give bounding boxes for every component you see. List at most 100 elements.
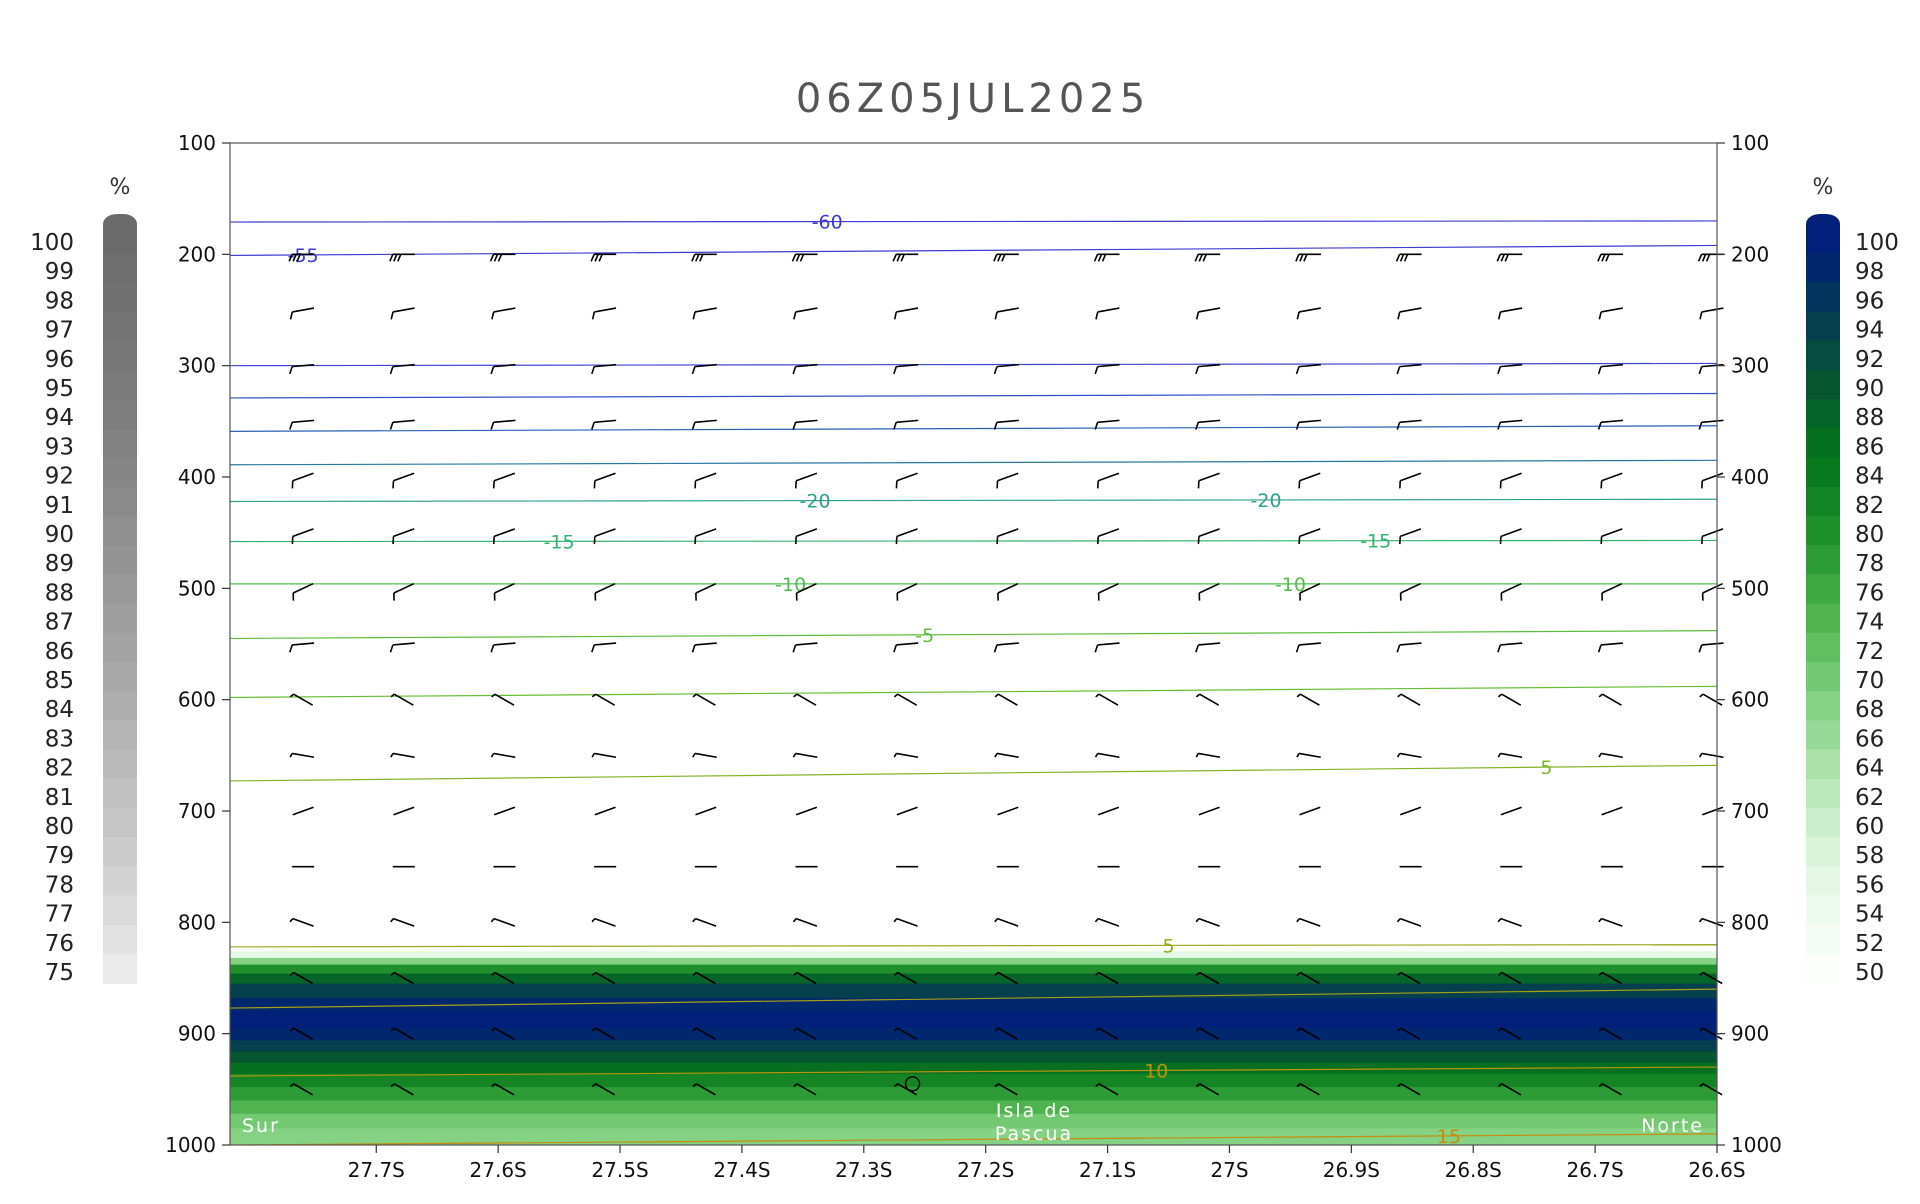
legend-swatch [103, 662, 137, 692]
wind-barb [1296, 307, 1321, 320]
x-tick-label: 27.6S [470, 1158, 527, 1182]
isotherm-line [230, 1133, 1717, 1145]
legend-swatch [103, 311, 137, 342]
humidity-band [230, 1087, 1717, 1102]
legend-label: 95 [45, 376, 74, 402]
location-sur: Sur [242, 1115, 280, 1137]
legend-label: 96 [45, 347, 74, 373]
wind-barb [1397, 1027, 1421, 1040]
wind-barb [1096, 472, 1120, 489]
wind-barb [392, 472, 415, 489]
legend-label: 58 [1855, 843, 1884, 869]
wind-barb [1195, 752, 1221, 759]
wind-barb [291, 528, 314, 545]
legend-label: 97 [45, 318, 74, 344]
legend-swatch [1806, 691, 1840, 722]
legend-swatch [103, 632, 137, 663]
legend-label: 94 [1855, 318, 1884, 344]
wind-barb [1702, 806, 1724, 816]
wind-barb [1093, 253, 1120, 262]
wind-barb [1496, 253, 1523, 262]
legend-swatch [1806, 224, 1840, 254]
legend-label: 50 [1855, 960, 1884, 986]
humidity-band [230, 1062, 1717, 1075]
legend-swatch [103, 370, 137, 400]
humidity-band [230, 964, 1717, 975]
isotherm-label: -15 [544, 531, 575, 553]
isotherm-label: -5 [915, 625, 934, 647]
legend-label: 76 [45, 931, 74, 957]
legend-label: 60 [1855, 814, 1884, 840]
wind-barb [490, 752, 516, 759]
legend-swatch [1806, 778, 1840, 809]
humidity-band [230, 973, 1717, 985]
wind-barb [1497, 419, 1523, 430]
wind-barb [892, 253, 919, 262]
y-tick-label-right: 100 [1731, 131, 1769, 155]
x-tick-label: 26.6S [1688, 1158, 1745, 1182]
wind-barb [490, 363, 516, 375]
wind-barb [1197, 528, 1220, 545]
isotherm-line [230, 685, 1717, 699]
legend-label: 70 [1855, 668, 1884, 694]
wind-barb [1094, 752, 1120, 759]
wind-barb [590, 253, 617, 262]
wind-barb [1598, 971, 1622, 985]
wind-barb [692, 307, 717, 320]
isotherm-line [230, 362, 1717, 367]
humidity-band [230, 1011, 1717, 1029]
wind-barb [1699, 1027, 1723, 1040]
wind-barb [893, 693, 918, 706]
wind-barb [692, 917, 717, 927]
wind-barb [1195, 693, 1220, 706]
wind-barb [993, 642, 1019, 653]
legend-swatch [103, 954, 137, 984]
legend-label: 86 [1855, 434, 1884, 460]
wind-barb [1296, 917, 1321, 927]
wind-barb [1698, 363, 1724, 375]
wind-barb [1296, 1083, 1320, 1096]
wind-barb [493, 582, 515, 601]
wind-barb [1598, 917, 1623, 927]
wind-barb [1195, 1027, 1220, 1040]
legend-label: 52 [1855, 931, 1884, 957]
legend-right-unit: % [1813, 175, 1834, 200]
legend-swatch [1806, 370, 1840, 400]
legend-label: 56 [1855, 872, 1884, 898]
isotherm-label: -15 [1360, 531, 1391, 553]
wind-barb [1396, 642, 1422, 653]
legend-swatch [103, 924, 137, 955]
y-tick-label-right: 300 [1731, 354, 1769, 378]
wind-barb [1397, 1083, 1421, 1096]
wind-barb [1295, 419, 1321, 430]
wind-barb [392, 528, 415, 545]
humidity-fill [230, 944, 1717, 1145]
isotherm-line [230, 988, 1717, 1009]
wind-barb [1397, 971, 1421, 985]
wind-barb [1198, 806, 1220, 816]
wind-barb [692, 1027, 716, 1040]
wind-barb [594, 806, 616, 816]
y-tick-label-left: 300 [178, 354, 216, 378]
wind-barb [996, 528, 1019, 545]
humidity-band [230, 1128, 1717, 1145]
wind-barb [1600, 472, 1623, 489]
wind-barb [1095, 693, 1119, 706]
legend-label: 92 [45, 464, 74, 490]
legend-swatch [1806, 574, 1840, 605]
wind-barb [591, 752, 617, 759]
wind-barb [389, 419, 415, 430]
wind-barb [694, 472, 717, 489]
isotherm-label: 15 [1437, 1126, 1461, 1148]
wind-barb [793, 307, 818, 320]
wind-barb [1601, 582, 1623, 601]
wind-barb [1094, 917, 1120, 927]
legend-label: 98 [45, 288, 74, 314]
wind-barb [1195, 1083, 1220, 1096]
isotherm-line [230, 220, 1717, 223]
wind-barb [491, 307, 516, 320]
wind-barb [1396, 419, 1422, 430]
wind-barb [1296, 971, 1320, 985]
y-tick-label-left: 100 [178, 131, 216, 155]
wind-barb [1697, 253, 1724, 262]
